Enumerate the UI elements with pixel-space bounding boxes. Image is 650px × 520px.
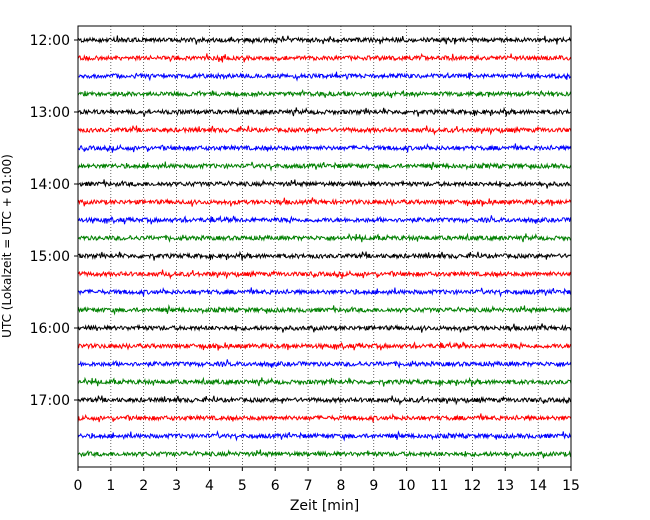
y-tick-label: 16:00 bbox=[30, 321, 70, 337]
trace-line bbox=[77, 341, 572, 351]
trace-line bbox=[77, 197, 572, 207]
x-tick-label: 0 bbox=[74, 478, 83, 494]
x-tick-label: 14 bbox=[529, 478, 547, 494]
y-tick-label: 15:00 bbox=[30, 249, 70, 265]
x-axis-label: Zeit [min] bbox=[290, 498, 359, 514]
trace-line bbox=[77, 71, 572, 82]
trace-line bbox=[77, 52, 572, 63]
x-tick-label: 8 bbox=[336, 478, 345, 494]
trace-line bbox=[77, 413, 572, 423]
trace-line bbox=[77, 269, 572, 280]
y-tick-label: 17:00 bbox=[30, 393, 70, 409]
trace-line bbox=[77, 143, 572, 153]
x-tick-label: 9 bbox=[369, 478, 378, 494]
trace-line bbox=[77, 215, 572, 225]
y-tick-label: 13:00 bbox=[30, 105, 70, 121]
trace-group bbox=[77, 35, 572, 459]
x-tick-label: 4 bbox=[205, 478, 214, 494]
trace-line bbox=[77, 287, 572, 298]
y-axis-label: UTC (Lokalzeit = UTC + 01:00) bbox=[0, 154, 14, 338]
y-tick-label: 12:00 bbox=[30, 33, 70, 49]
trace-line bbox=[77, 106, 572, 117]
x-tick-label: 15 bbox=[562, 478, 580, 494]
trace-line bbox=[77, 179, 572, 189]
trace-line bbox=[77, 449, 572, 459]
y-tick-label: 14:00 bbox=[30, 177, 70, 193]
trace-line bbox=[77, 323, 572, 333]
x-tick-label: 7 bbox=[304, 478, 313, 494]
plot-frame bbox=[77, 25, 572, 468]
x-tick-label: 2 bbox=[139, 478, 148, 494]
trace-line bbox=[77, 395, 572, 406]
trace-line bbox=[77, 250, 572, 261]
trace-line bbox=[77, 161, 572, 172]
x-tick-label: 13 bbox=[496, 478, 514, 494]
x-axis: 0 1 2 3 4 5 6 7 8 9 10 11 12 13 14 15 bbox=[74, 467, 580, 494]
x-tick-label: 1 bbox=[106, 478, 115, 494]
trace-line bbox=[77, 88, 572, 99]
trace-line bbox=[77, 35, 572, 45]
x-tick-label: 10 bbox=[398, 478, 416, 494]
x-tick-label: 5 bbox=[238, 478, 247, 494]
trace-line bbox=[78, 125, 572, 136]
x-tick-label: 6 bbox=[271, 478, 280, 494]
trace-line bbox=[77, 304, 572, 316]
x-tick-label: 12 bbox=[463, 478, 481, 494]
x-tick-label: 3 bbox=[172, 478, 181, 494]
trace-line bbox=[77, 430, 572, 442]
trace-line bbox=[77, 359, 572, 369]
y-axis: 12:00 13:00 14:00 15:00 16:00 17:00 bbox=[30, 33, 78, 409]
x-tick-label: 11 bbox=[431, 478, 449, 494]
trace-line bbox=[77, 376, 572, 387]
trace-line bbox=[77, 232, 572, 243]
